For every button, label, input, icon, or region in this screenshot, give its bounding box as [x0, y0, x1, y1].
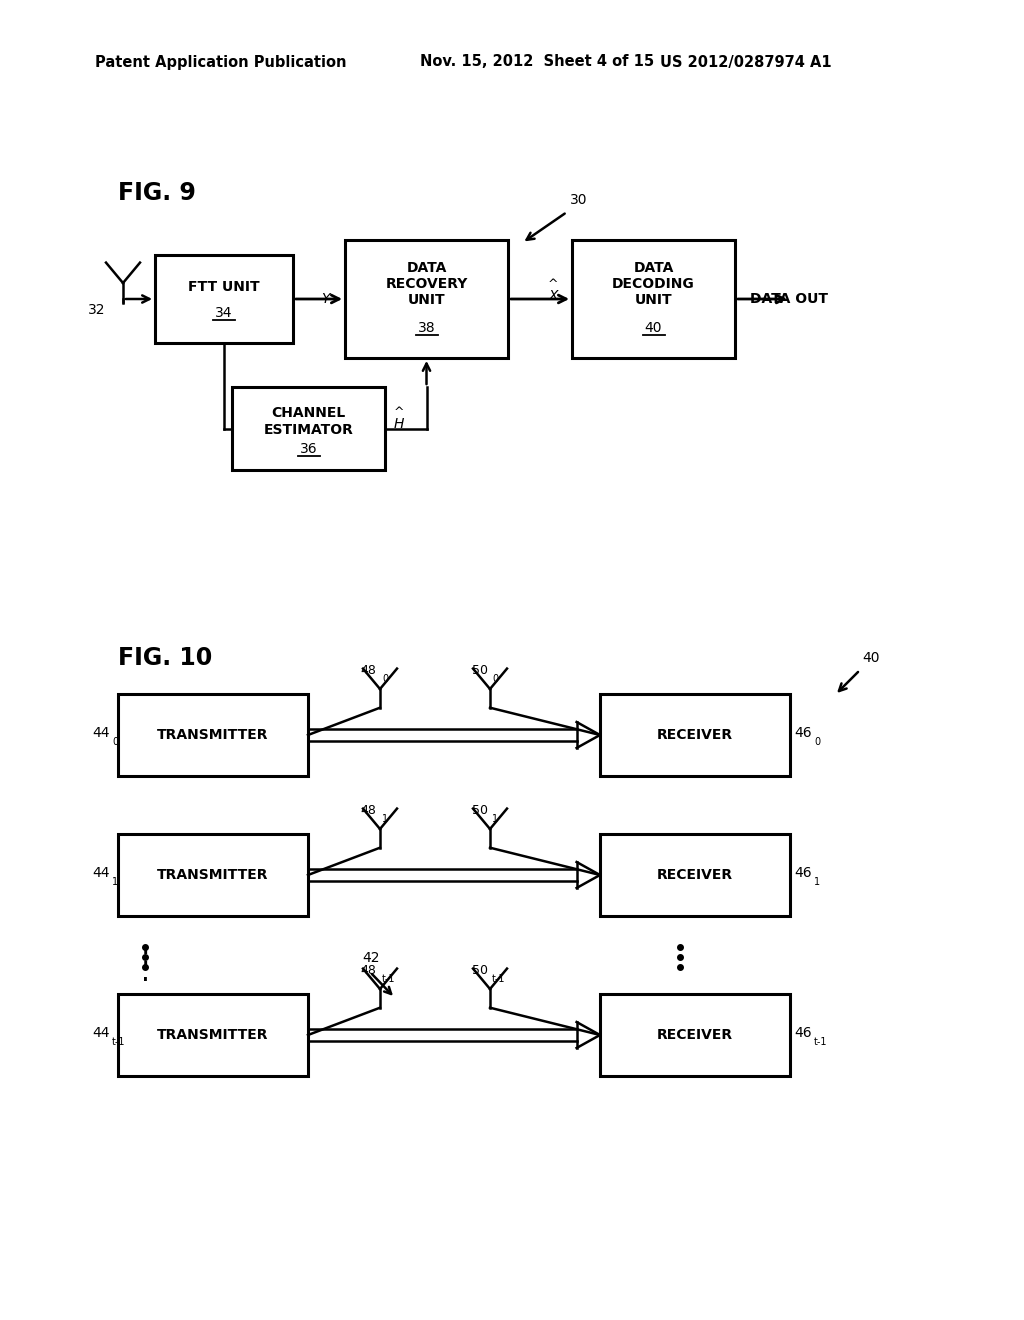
Text: 50: 50: [472, 664, 488, 677]
Text: 30: 30: [570, 193, 588, 207]
Text: FIG. 10: FIG. 10: [118, 645, 212, 671]
Text: 44: 44: [92, 1026, 110, 1040]
Text: 48: 48: [360, 964, 376, 977]
Text: 38: 38: [418, 321, 435, 335]
Text: ESTIMATOR: ESTIMATOR: [263, 422, 353, 437]
Text: US 2012/0287974 A1: US 2012/0287974 A1: [660, 54, 831, 70]
Text: 1: 1: [112, 876, 118, 887]
Text: 0: 0: [814, 737, 820, 747]
Text: t-1: t-1: [382, 974, 395, 985]
Text: CHANNEL: CHANNEL: [271, 407, 346, 420]
Text: .: .: [140, 960, 150, 987]
Bar: [600, 994, 790, 1076]
Bar: [118, 994, 308, 1076]
Bar: [118, 694, 308, 776]
Text: 36: 36: [300, 442, 317, 455]
Text: :: :: [140, 942, 150, 972]
Text: H: H: [394, 417, 404, 432]
Text: 40: 40: [645, 321, 663, 335]
Text: 40: 40: [862, 651, 880, 665]
Text: 48: 48: [360, 804, 376, 817]
Text: t-1: t-1: [112, 1038, 126, 1047]
Text: TRANSMITTER: TRANSMITTER: [158, 729, 268, 742]
Text: DECODING: DECODING: [612, 277, 695, 290]
Text: 34: 34: [215, 306, 232, 319]
Text: DATA: DATA: [633, 261, 674, 275]
Text: 46: 46: [794, 1026, 812, 1040]
Bar: [232, 387, 385, 470]
Bar: [118, 834, 308, 916]
Text: X: X: [548, 289, 558, 304]
Text: FIG. 9: FIG. 9: [118, 181, 196, 205]
Text: 0: 0: [112, 737, 118, 747]
Text: RECEIVER: RECEIVER: [657, 1028, 733, 1041]
Bar: [155, 255, 293, 343]
Text: Nov. 15, 2012  Sheet 4 of 15: Nov. 15, 2012 Sheet 4 of 15: [420, 54, 654, 70]
Text: 44: 44: [92, 866, 110, 880]
Text: 32: 32: [87, 304, 105, 317]
Bar: [345, 240, 508, 358]
Text: 48: 48: [360, 664, 376, 677]
Text: FTT UNIT: FTT UNIT: [188, 280, 260, 294]
Text: UNIT: UNIT: [408, 293, 445, 308]
Bar: [572, 240, 735, 358]
Text: DATA: DATA: [407, 261, 446, 275]
Text: 46: 46: [794, 726, 812, 741]
Text: DATA OUT: DATA OUT: [750, 292, 828, 306]
Text: 42: 42: [362, 950, 380, 965]
Text: 1: 1: [814, 876, 820, 887]
Bar: [600, 834, 790, 916]
Text: Patent Application Publication: Patent Application Publication: [95, 54, 346, 70]
Bar: [600, 694, 790, 776]
Text: UNIT: UNIT: [635, 293, 673, 308]
Text: 46: 46: [794, 866, 812, 880]
Text: TRANSMITTER: TRANSMITTER: [158, 869, 268, 882]
Text: RECOVERY: RECOVERY: [385, 277, 468, 290]
Text: 44: 44: [92, 726, 110, 741]
Text: RECEIVER: RECEIVER: [657, 729, 733, 742]
Text: 0: 0: [492, 675, 498, 684]
Text: t-1: t-1: [814, 1038, 827, 1047]
Text: 1: 1: [382, 814, 388, 824]
Text: 0: 0: [382, 675, 388, 684]
Text: RECEIVER: RECEIVER: [657, 869, 733, 882]
Text: Y: Y: [321, 292, 330, 306]
Text: t-1: t-1: [492, 974, 506, 985]
Text: 1: 1: [492, 814, 498, 824]
Text: ^: ^: [548, 279, 558, 292]
Text: 50: 50: [472, 804, 488, 817]
Text: ^: ^: [394, 407, 404, 420]
Text: 50: 50: [472, 964, 488, 977]
Text: TRANSMITTER: TRANSMITTER: [158, 1028, 268, 1041]
